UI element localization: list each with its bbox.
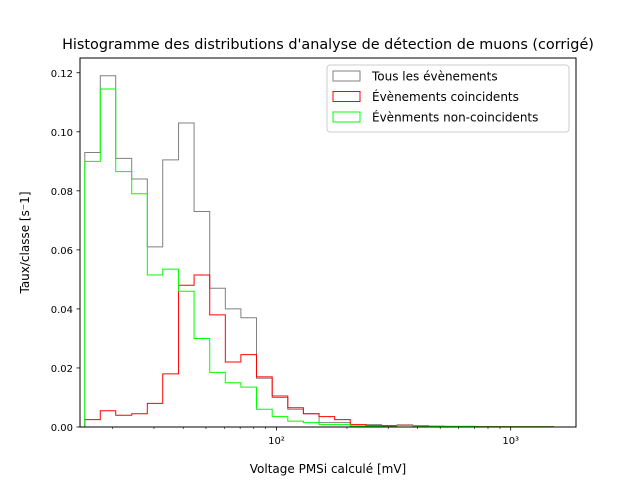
legend-label: Tous les évènements xyxy=(371,70,498,84)
histogram-series-3 xyxy=(84,88,554,428)
legend-label: Évènements coincidents xyxy=(372,89,519,104)
y-tick-label: 0.08 xyxy=(51,187,73,198)
x-axis-label: Voltage PMSi calculé [mV] xyxy=(250,462,406,476)
axes-frame xyxy=(79,57,577,428)
y-axis-label: Taux/classe [s⁻1] xyxy=(18,191,32,294)
legend: Tous les évènements Évènements coincident… xyxy=(326,64,570,133)
y-tick-label: 0.00 xyxy=(51,423,73,434)
x-axis: 10² 10³ xyxy=(112,427,519,447)
legend-swatch xyxy=(332,70,361,82)
y-tick-label: 0.04 xyxy=(51,305,73,316)
chart-title: Histogramme des distributions d'analyse … xyxy=(62,37,594,53)
y-tick-label: 0.10 xyxy=(51,128,73,139)
x-tick-label: 10² xyxy=(268,436,285,447)
y-tick-label: 0.02 xyxy=(51,364,73,375)
legend-swatch xyxy=(332,111,361,123)
histogram-series-2 xyxy=(84,274,554,428)
plot-area xyxy=(84,75,554,428)
y-tick-label: 0.12 xyxy=(51,69,73,80)
x-tick-label: 10³ xyxy=(502,436,519,447)
legend-label: Évènments non-coincidents xyxy=(372,110,538,125)
y-axis: 0.00 0.02 0.04 0.06 0.08 0.10 0.12 xyxy=(51,69,80,434)
legend-box xyxy=(326,64,570,133)
legend-swatch xyxy=(332,91,361,102)
y-tick-label: 0.06 xyxy=(51,246,73,257)
